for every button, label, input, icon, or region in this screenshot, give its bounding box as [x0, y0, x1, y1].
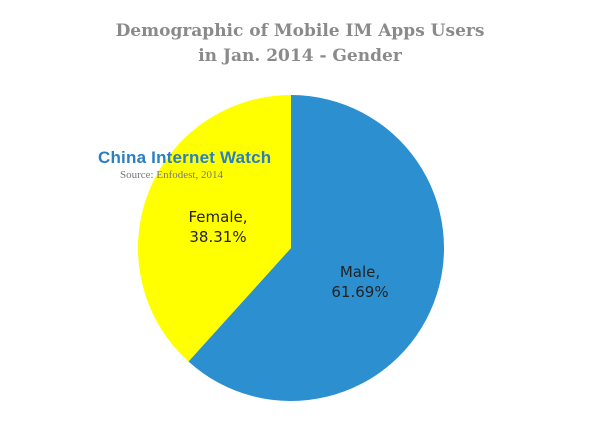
chart-title: Demographic of Mobile IM Apps Users in J…: [0, 19, 600, 69]
pie-data-labels: Male, 61.69% Female, 38.31%: [188, 208, 388, 301]
chart-title-line-2: in Jan. 2014 - Gender: [198, 46, 402, 66]
data-label-line: 61.69%: [331, 283, 388, 301]
data-label-male: Male, 61.69%: [331, 263, 388, 301]
pie-slice-male: [188, 95, 444, 401]
watermark: China Internet Watch Source: Enfodest, 2…: [98, 148, 271, 181]
watermark-brand: China Internet Watch: [98, 148, 272, 167]
pie-slice-female: [137, 95, 291, 362]
watermark-source: Source: Enfodest, 2014: [120, 169, 223, 181]
chart-title-line-1: Demographic of Mobile IM Apps Users: [115, 21, 485, 41]
data-label-line: 38.31%: [189, 228, 246, 246]
data-label-female: Female, 38.31%: [188, 208, 247, 246]
data-label-line: Female,: [188, 208, 247, 226]
data-label-line: Male,: [340, 263, 380, 281]
pie-slices: [137, 95, 444, 401]
